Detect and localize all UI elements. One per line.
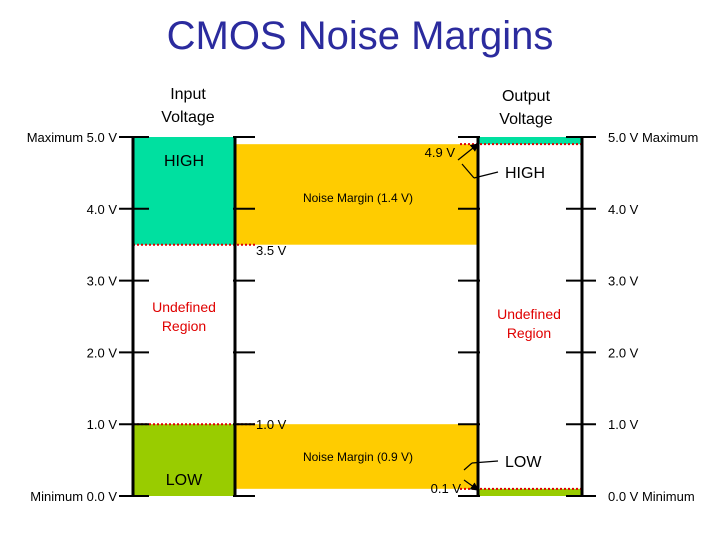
output-low-arrow bbox=[463, 479, 479, 491]
input-low-threshold-label: 1.0 V bbox=[256, 417, 287, 432]
output-high-leader-tail bbox=[461, 163, 475, 179]
input-low-region bbox=[133, 424, 235, 496]
output-tick-label: 3.0 V bbox=[608, 274, 639, 289]
output-tick-label: 0.0 V Minimum bbox=[608, 489, 695, 504]
output-tick-label: 4.0 V bbox=[608, 202, 639, 217]
output-tick-group: 5.0 V Maximum 4.0 V 3.0 V 2.0 V 1.0 V 0.0 V M… bbox=[458, 130, 698, 504]
noise-margin-high-band bbox=[235, 144, 478, 245]
input-high-threshold-label: 3.5 V bbox=[256, 243, 287, 258]
output-low-threshold-label: 0.1 V bbox=[431, 481, 462, 496]
input-heading-line2: Voltage bbox=[161, 109, 214, 126]
output-low-leader-tail bbox=[463, 462, 473, 471]
output-high-leader bbox=[473, 171, 499, 179]
output-high-arrow bbox=[457, 143, 479, 161]
output-low-label: LOW bbox=[505, 454, 542, 471]
input-high-label: HIGH bbox=[164, 153, 204, 170]
input-tick-label: 2.0 V bbox=[87, 345, 118, 360]
noise-margin-low-label: Noise Margin (0.9 V) bbox=[303, 450, 413, 464]
output-heading-line1: Output bbox=[502, 88, 551, 105]
input-tick-group: Maximum 5.0 V 4.0 V 3.0 V 2.0 V 1.0 V Minimum… bbox=[27, 130, 255, 504]
output-heading-line2: Voltage bbox=[499, 111, 552, 128]
output-tick-label: 5.0 V Maximum bbox=[608, 130, 698, 145]
input-tick-label: 3.0 V bbox=[87, 274, 118, 289]
output-low-region bbox=[478, 488, 582, 496]
input-tick-label: 1.0 V bbox=[87, 417, 118, 432]
output-tick-label: 2.0 V bbox=[608, 345, 639, 360]
noise-margin-high-label: Noise Margin (1.4 V) bbox=[303, 191, 413, 205]
input-tick-label: Minimum 0.0 V bbox=[30, 489, 117, 504]
input-high-region bbox=[133, 137, 235, 245]
output-high-threshold-label: 4.9 V bbox=[425, 145, 456, 160]
input-low-label: LOW bbox=[166, 472, 203, 489]
input-undefined-line2: Region bbox=[162, 318, 206, 334]
output-low-leader bbox=[471, 460, 499, 464]
input-heading-line1: Input bbox=[170, 86, 206, 103]
input-tick-label: Maximum 5.0 V bbox=[27, 130, 118, 145]
output-high-region bbox=[478, 137, 582, 145]
noise-margin-low-band bbox=[235, 424, 478, 489]
page-title: CMOS Noise Margins bbox=[166, 14, 554, 58]
input-tick-label: 4.0 V bbox=[87, 202, 118, 217]
output-undefined-line1: Undefined bbox=[497, 306, 561, 322]
output-tick-label: 1.0 V bbox=[608, 417, 639, 432]
output-high-label: HIGH bbox=[505, 165, 545, 182]
output-undefined-line2: Region bbox=[507, 325, 551, 341]
input-undefined-line1: Undefined bbox=[152, 299, 216, 315]
